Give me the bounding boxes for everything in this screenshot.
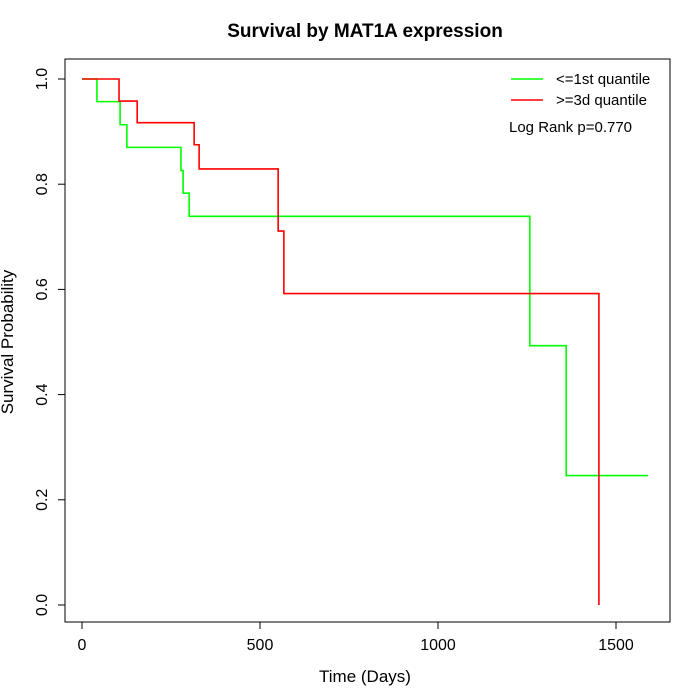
legend-label: <=1st quantile [556, 71, 650, 88]
x-axis-title: Time (Days) [319, 667, 411, 686]
y-tick-label: 1.0 [34, 68, 51, 90]
x-tick-label: 500 [247, 637, 274, 654]
y-tick-label: 0.0 [34, 594, 51, 616]
survival-curves [82, 78, 649, 605]
chart-title: Survival by MAT1A expression [227, 21, 503, 42]
x-tick-label: 0 [78, 637, 87, 654]
y-tick-label: 0.8 [34, 173, 51, 195]
x-axis: 0 500 1000 1500 [78, 621, 634, 654]
log-rank-annotation: Log Rank p=0.770 [509, 119, 632, 136]
y-tick-label: 0.4 [34, 383, 51, 405]
y-axis-title: Survival Probability [0, 269, 17, 414]
legend: <=1st quantile >=3d quantile [511, 71, 650, 109]
legend-label: >=3d quantile [556, 92, 647, 109]
x-tick-label: 1500 [598, 637, 634, 654]
x-tick-label: 1000 [420, 637, 456, 654]
y-tick-label: 0.6 [34, 278, 51, 300]
plot-frame [64, 58, 671, 623]
y-axis: 0.0 0.2 0.4 0.6 0.8 1.0 [34, 68, 66, 616]
series-low-quantile-curve [82, 78, 649, 477]
y-tick-label: 0.2 [34, 489, 51, 511]
series-high-quantile-curve [82, 78, 600, 605]
